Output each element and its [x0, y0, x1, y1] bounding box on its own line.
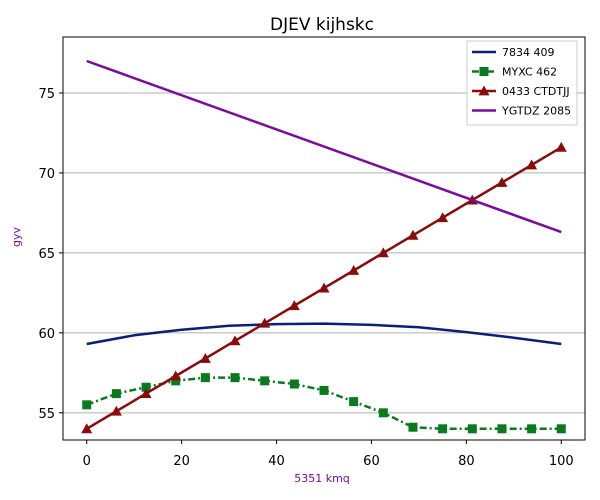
- y-tick-label: 75: [38, 87, 55, 102]
- data-point: [170, 370, 182, 381]
- x-tick-label: 0: [83, 454, 91, 469]
- legend: 7834 409 MYXC 462 0433 CTDTJJ YGTDZ 2085: [466, 40, 578, 126]
- data-point: [407, 229, 419, 240]
- x-axis-label: 5351 kmq: [294, 472, 350, 485]
- legend-item: 0433 CTDTJJ: [472, 85, 570, 98]
- y-tick-label: 70: [38, 167, 55, 182]
- plot-frame: [62, 36, 586, 441]
- data-point: [111, 389, 121, 399]
- data-point: [526, 159, 538, 170]
- data-point: [319, 385, 329, 395]
- legend-label: 7834 409: [502, 46, 555, 59]
- data-point: [438, 424, 448, 434]
- y-tick-label: 60: [38, 327, 55, 342]
- x-tick-label: 100: [549, 454, 574, 469]
- series-3: [81, 141, 567, 434]
- series-1: [86, 322, 562, 346]
- axes: 55 60 65 70 75 0 20 40 60 80 100: [38, 36, 586, 469]
- series-line: [86, 59, 562, 234]
- data-point: [82, 400, 92, 410]
- legend-marker: [478, 85, 490, 96]
- legend-item: 7834 409: [472, 46, 555, 59]
- x-tick-label: 40: [268, 454, 285, 469]
- data-point: [171, 376, 181, 386]
- data-point: [318, 282, 330, 293]
- data-point: [527, 424, 537, 434]
- y-tick-label: 65: [38, 247, 55, 262]
- legend-item: MYXC 462: [472, 66, 557, 79]
- data-point: [141, 382, 151, 392]
- series-2: [82, 373, 566, 434]
- x-tick-label: 20: [173, 454, 190, 469]
- data-point: [497, 424, 507, 434]
- grid-lines: [63, 92, 585, 414]
- x-tick-label: 60: [363, 454, 380, 469]
- data-point: [349, 397, 359, 407]
- data-point: [437, 212, 449, 223]
- legend-label: 0433 CTDTJJ: [502, 85, 570, 98]
- data-point: [259, 317, 271, 328]
- data-point: [260, 376, 270, 386]
- data-point: [348, 264, 360, 275]
- y-axis-label: gyv: [10, 227, 23, 247]
- data-point: [81, 423, 93, 434]
- series-layer: [81, 59, 567, 434]
- data-point: [555, 141, 567, 152]
- data-point: [140, 388, 152, 399]
- data-point: [110, 405, 122, 416]
- chart-title: DJEV kijhskc: [270, 15, 374, 35]
- data-point: [230, 373, 240, 383]
- data-point: [408, 422, 418, 432]
- data-point: [200, 373, 210, 383]
- data-point: [289, 379, 299, 389]
- legend-item: YGTDZ 2085: [472, 105, 571, 118]
- legend-marker: [479, 67, 489, 76]
- data-point: [377, 247, 389, 258]
- data-point: [556, 424, 566, 434]
- data-point: [378, 408, 388, 418]
- legend-label: MYXC 462: [502, 66, 557, 79]
- series-4: [86, 59, 562, 234]
- y-tick-label: 55: [38, 407, 55, 422]
- x-tick-label: 80: [458, 454, 475, 469]
- series-line: [86, 322, 562, 346]
- legend-label: YGTDZ 2085: [501, 105, 571, 118]
- data-point: [199, 352, 211, 363]
- data-point: [467, 424, 477, 434]
- data-point: [288, 300, 300, 311]
- data-point: [496, 177, 508, 187]
- data-point: [229, 335, 241, 346]
